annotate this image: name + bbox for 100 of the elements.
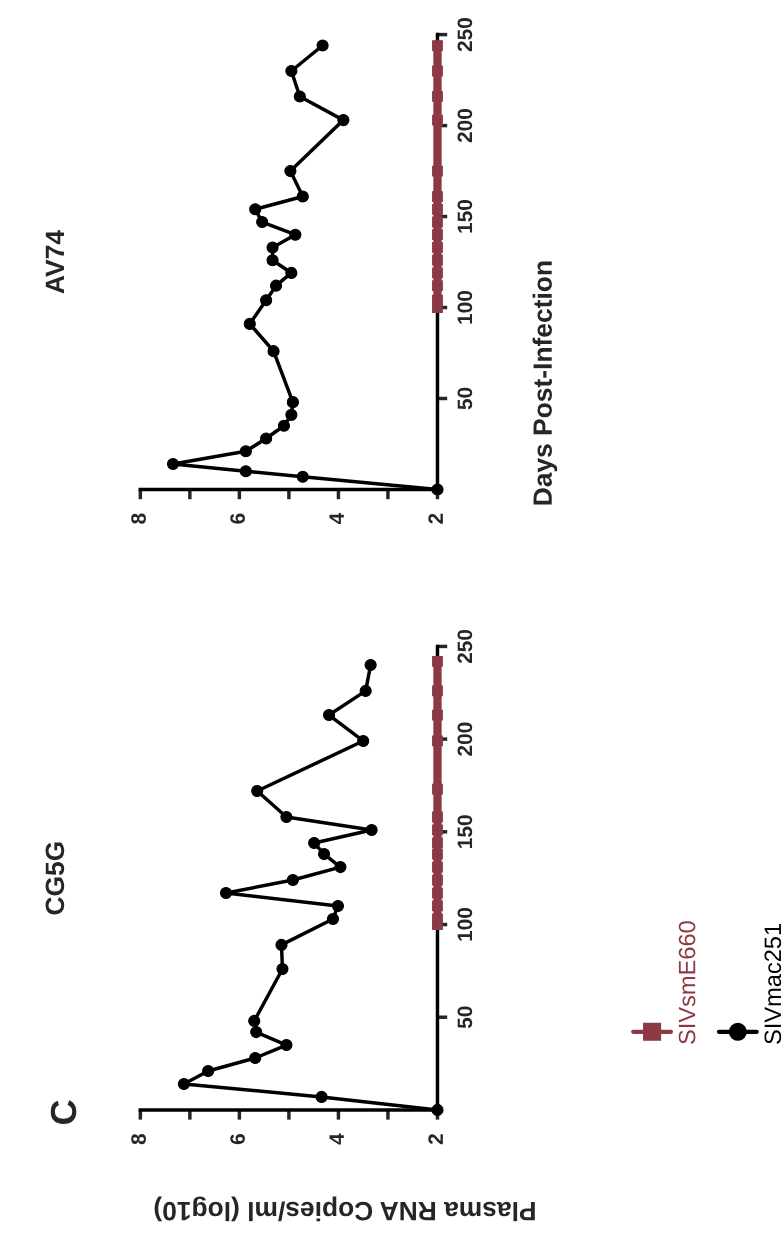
- point: [432, 655, 443, 667]
- point: [317, 848, 331, 861]
- point: [286, 873, 299, 887]
- point: [293, 90, 306, 103]
- point: [432, 165, 443, 177]
- point: [260, 432, 273, 445]
- point: [326, 912, 340, 926]
- x-tick-label: 8: [131, 513, 146, 524]
- y-tick-label: 250: [457, 629, 473, 664]
- point: [432, 203, 443, 215]
- x-tick-label: 2: [428, 513, 443, 524]
- y-tick-label: 100: [457, 908, 473, 941]
- point: [432, 837, 443, 849]
- point: [357, 734, 370, 748]
- y-tick-label: 250: [457, 18, 473, 52]
- y-tick-label: 150: [457, 815, 473, 848]
- point: [275, 938, 288, 951]
- text: C: [50, 1100, 77, 1124]
- point: [177, 1077, 190, 1091]
- x-axis-title: Plasma RNA Copies/ml (log10): [154, 1196, 535, 1222]
- point: [251, 784, 264, 798]
- point: [432, 874, 443, 886]
- point: [432, 267, 443, 279]
- point: [432, 229, 443, 241]
- point: [431, 1103, 444, 1116]
- point: [432, 913, 443, 925]
- point: [432, 848, 443, 860]
- point: [285, 64, 298, 78]
- text: AV74: [45, 230, 64, 294]
- point: [289, 228, 302, 241]
- point: [365, 823, 378, 837]
- point: [202, 1064, 215, 1078]
- y-tick-label: 100: [457, 290, 473, 324]
- point: [432, 242, 443, 253]
- point: [296, 190, 309, 203]
- point: [250, 1025, 263, 1039]
- y-tick-label: 200: [457, 722, 473, 756]
- point: [249, 203, 262, 216]
- point: [316, 39, 329, 52]
- x-tick-label: 6: [230, 513, 245, 524]
- point: [256, 215, 269, 229]
- point: [432, 887, 443, 899]
- point: [432, 40, 443, 51]
- x-tick-label: 4: [329, 1133, 344, 1145]
- point: [432, 216, 443, 228]
- point: [266, 241, 279, 254]
- point: [432, 900, 443, 912]
- point: [432, 191, 443, 202]
- x-tick-label: 8: [131, 1133, 146, 1145]
- point: [239, 465, 252, 478]
- x-tick-label: 2: [428, 1134, 443, 1145]
- point: [364, 658, 377, 672]
- point: [280, 1038, 293, 1052]
- point: [243, 317, 256, 330]
- point: [277, 419, 291, 432]
- point: [285, 266, 298, 280]
- point: [432, 824, 443, 836]
- point: [260, 294, 273, 307]
- point: [432, 91, 443, 102]
- point: [334, 860, 347, 874]
- point: [432, 783, 443, 795]
- point: [331, 899, 345, 913]
- point: [219, 886, 233, 900]
- y-tick-label: 50: [457, 387, 473, 410]
- point: [280, 810, 293, 824]
- y-tick-label: 200: [457, 109, 473, 143]
- point: [166, 457, 180, 471]
- point: [432, 811, 443, 823]
- point: [248, 1014, 261, 1028]
- point: [432, 861, 443, 873]
- point: [239, 445, 252, 458]
- point: [296, 470, 309, 483]
- text: SIVsmE660: [678, 921, 696, 1044]
- point: [432, 114, 443, 126]
- point: [432, 709, 443, 721]
- point: [249, 1051, 262, 1065]
- point: [308, 836, 321, 850]
- point: [286, 396, 299, 409]
- point: [285, 408, 298, 421]
- x-tick-label: 6: [230, 1134, 245, 1145]
- point: [432, 254, 443, 266]
- point: [337, 114, 350, 127]
- point: [432, 280, 443, 292]
- point: [432, 685, 443, 697]
- point: [284, 164, 297, 178]
- point: [266, 254, 279, 267]
- point: [432, 294, 443, 306]
- point: [431, 483, 444, 496]
- y-tick-label: 50: [457, 1006, 473, 1029]
- point: [322, 708, 336, 722]
- point: [267, 345, 280, 358]
- point: [432, 65, 443, 77]
- y-tick-label: 150: [457, 200, 473, 233]
- point: [359, 684, 372, 697]
- point: [315, 1090, 328, 1104]
- y-axis-title: Days Post-Infection: [532, 261, 558, 505]
- x-tick-label: 4: [329, 512, 344, 525]
- text: CG5G: [45, 842, 65, 915]
- point: [276, 962, 289, 976]
- text: SIVmac251: [764, 924, 782, 1044]
